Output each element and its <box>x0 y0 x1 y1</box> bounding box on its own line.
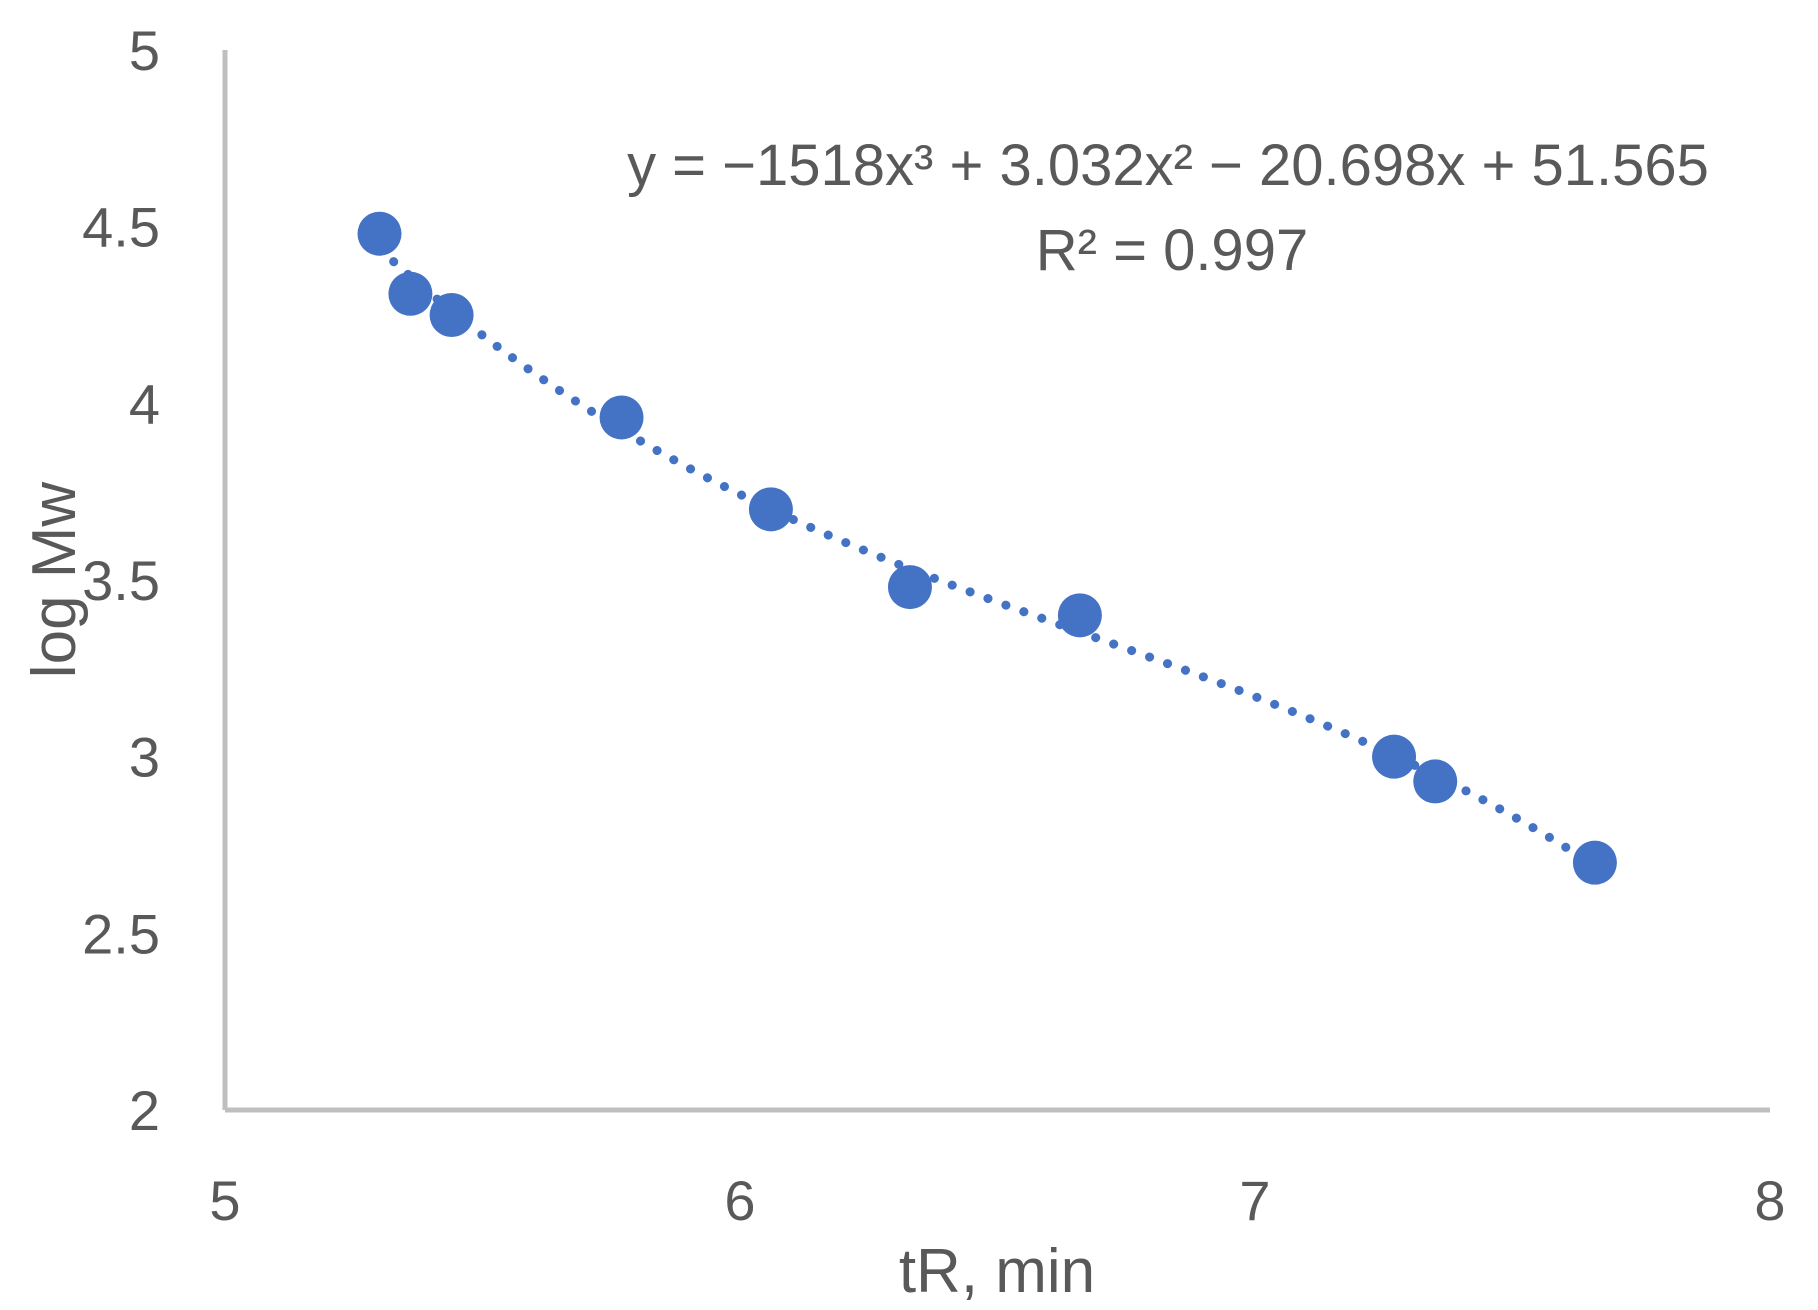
data-point <box>1057 593 1102 638</box>
data-point <box>748 487 793 532</box>
polynomial-trendline <box>375 244 1600 871</box>
x-tick-label: 5 <box>209 1169 240 1232</box>
y-tick-label: 3.5 <box>82 549 160 612</box>
y-tick-label: 4.5 <box>82 196 160 259</box>
trendline-equation: y = −1518x³ + 3.032x² − 20.698x + 51.565 <box>627 133 1709 198</box>
data-point <box>1372 734 1417 779</box>
data-point <box>599 395 644 440</box>
y-axis-title: log Mw <box>20 482 89 679</box>
y-tick-label: 3 <box>129 726 160 789</box>
data-point <box>1572 840 1617 885</box>
data-point <box>388 271 433 316</box>
data-points <box>357 211 1617 885</box>
y-tick-label: 2.5 <box>82 902 160 965</box>
x-tick-label: 6 <box>724 1169 755 1232</box>
y-tick-labels: 2 2.5 3 3.5 4 4.5 5 <box>82 19 160 1142</box>
y-tick-label: 5 <box>129 19 160 82</box>
y-tick-label: 4 <box>129 372 160 435</box>
data-point <box>887 565 932 610</box>
data-point <box>357 211 402 256</box>
data-point <box>1413 759 1458 804</box>
y-tick-label: 2 <box>129 1079 160 1142</box>
x-tick-label: 8 <box>1754 1169 1785 1232</box>
r-squared-label: R² = 0.997 <box>1036 218 1308 283</box>
data-point <box>429 293 474 337</box>
x-axis-title: tR, min <box>899 1237 1095 1306</box>
x-tick-labels: 5 6 7 8 <box>209 1169 1785 1232</box>
x-tick-label: 7 <box>1239 1169 1270 1232</box>
